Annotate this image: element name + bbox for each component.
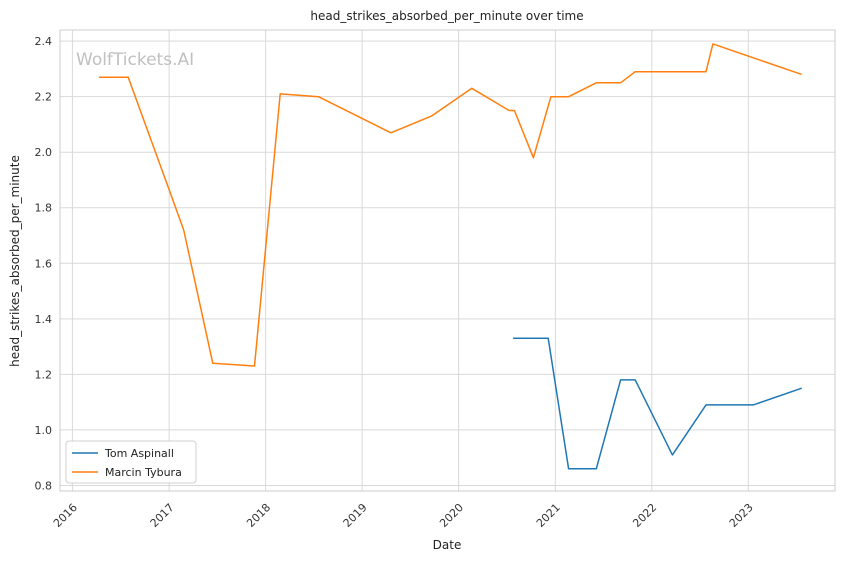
y-tick-label: 1.0 bbox=[35, 424, 53, 437]
series-line-marcin-tybura bbox=[98, 43, 802, 367]
series-layer bbox=[98, 43, 802, 470]
legend-label-tom-aspinall: Tom Aspinall bbox=[104, 447, 174, 460]
legend: Tom Aspinall Marcin Tybura bbox=[65, 440, 197, 484]
y-tick-label: 2.2 bbox=[35, 91, 53, 104]
series-line-tom-aspinall bbox=[513, 337, 802, 470]
x-axis-label: Date bbox=[433, 538, 462, 552]
y-tick-label: 0.8 bbox=[35, 479, 53, 492]
y-tick-label: 1.6 bbox=[35, 257, 53, 270]
y-tick-label: 2.4 bbox=[35, 35, 53, 48]
chart-title: head_strikes_absorbed_per_minute over ti… bbox=[310, 9, 583, 23]
y-tick-label: 1.2 bbox=[35, 368, 53, 381]
legend-label-marcin-tybura: Marcin Tybura bbox=[105, 466, 182, 479]
y-tick-label: 1.8 bbox=[35, 202, 53, 215]
grid bbox=[60, 30, 835, 491]
y-tick-label: 1.4 bbox=[35, 313, 53, 326]
y-axis-label: head_strikes_absorbed_per_minute bbox=[8, 155, 22, 367]
y-tick-label: 2.0 bbox=[35, 146, 53, 159]
watermark: WolfTickets.AI bbox=[76, 50, 194, 70]
legend-box bbox=[65, 440, 197, 484]
plot-area bbox=[59, 29, 836, 492]
